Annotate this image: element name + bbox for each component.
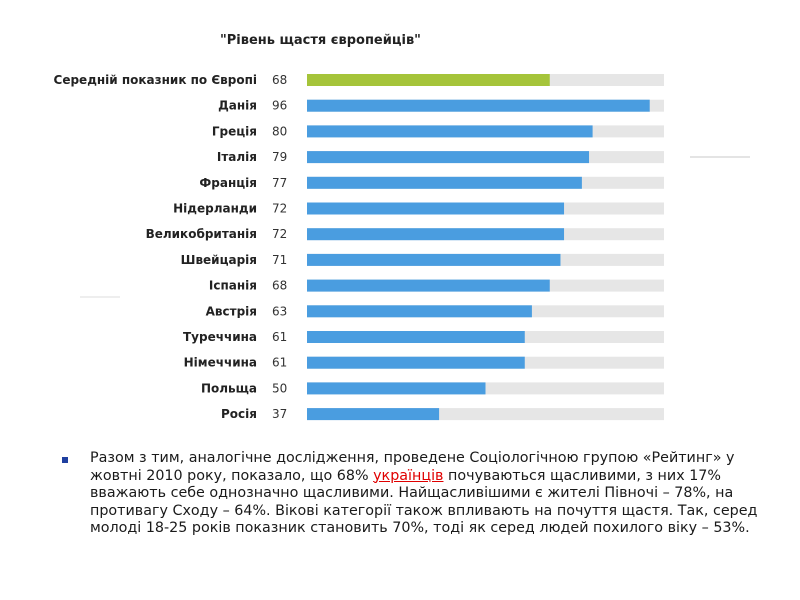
category-label-europe-average: Середній показник по Європі [54, 73, 257, 87]
bar-row-10 [307, 331, 525, 343]
bullet-square-icon [62, 457, 68, 463]
category-label-row-7: Швейцарія [181, 253, 257, 267]
value-label-row-11: 61 [272, 356, 287, 370]
value-label-row-2: 80 [272, 124, 287, 138]
value-label-row-13: 37 [272, 407, 287, 421]
value-label-row-7: 71 [272, 253, 287, 267]
bar-row-1 [307, 99, 650, 112]
category-label-row-4: Франція [199, 176, 257, 190]
bar-row-12 [307, 382, 486, 395]
decorative-line [80, 296, 120, 298]
bar-row-4 [307, 176, 582, 189]
category-label-row-1: Данія [218, 99, 257, 113]
bar-row-9 [307, 305, 532, 318]
bar-chart: Середній показник по Європі 68 Данія 96 Грец… [54, 73, 664, 421]
caption-text: Разом з тим, аналогічне дослідження, про… [90, 450, 762, 538]
bar-row-13 [307, 408, 440, 421]
decorative-line [690, 156, 750, 158]
value-label-europe-average: 68 [272, 73, 287, 87]
bar-row-8 [307, 279, 550, 292]
value-label-row-8: 68 [272, 279, 287, 293]
category-label-row-11: Німеччина [184, 356, 257, 370]
bar-row-3 [307, 151, 590, 164]
caption-text-before: Разом з тим, аналогічне дослідження, про… [90, 450, 735, 484]
value-label-row-5: 72 [272, 202, 287, 216]
category-label-row-9: Австрія [206, 304, 257, 318]
category-label-row-13: Росія [221, 407, 257, 421]
category-label-row-2: Греція [212, 124, 257, 138]
bar-row-6 [307, 228, 565, 241]
value-label-row-4: 77 [272, 176, 287, 190]
value-label-row-3: 79 [272, 150, 287, 164]
category-label-row-10: Туреччина [183, 330, 257, 344]
bar-row-5 [307, 202, 565, 215]
value-label-row-12: 50 [272, 381, 287, 395]
value-label-row-9: 63 [272, 304, 287, 318]
category-label-row-3: Італія [217, 150, 257, 164]
bar-row-11 [307, 356, 525, 369]
category-label-row-8: Іспанія [209, 279, 257, 293]
category-label-row-6: Великобританія [146, 227, 257, 241]
value-label-row-6: 72 [272, 227, 287, 241]
caption-text-after: почуваються щасливими, з них 17% вважают… [90, 467, 758, 537]
caption-paragraph: Разом з тим, аналогічне дослідження, про… [62, 450, 762, 538]
chart-title: "Рівень щастя європейців" [220, 33, 421, 48]
category-label-row-5: Нідерланди [173, 202, 257, 216]
value-label-row-10: 61 [272, 330, 287, 344]
category-label-row-12: Польща [201, 381, 257, 395]
bar-row-7 [307, 253, 561, 266]
ukrainians-link[interactable]: українців [373, 467, 444, 484]
value-label-row-1: 96 [272, 99, 287, 113]
bar-row-2 [307, 125, 593, 138]
bar-europe-average [307, 74, 550, 86]
